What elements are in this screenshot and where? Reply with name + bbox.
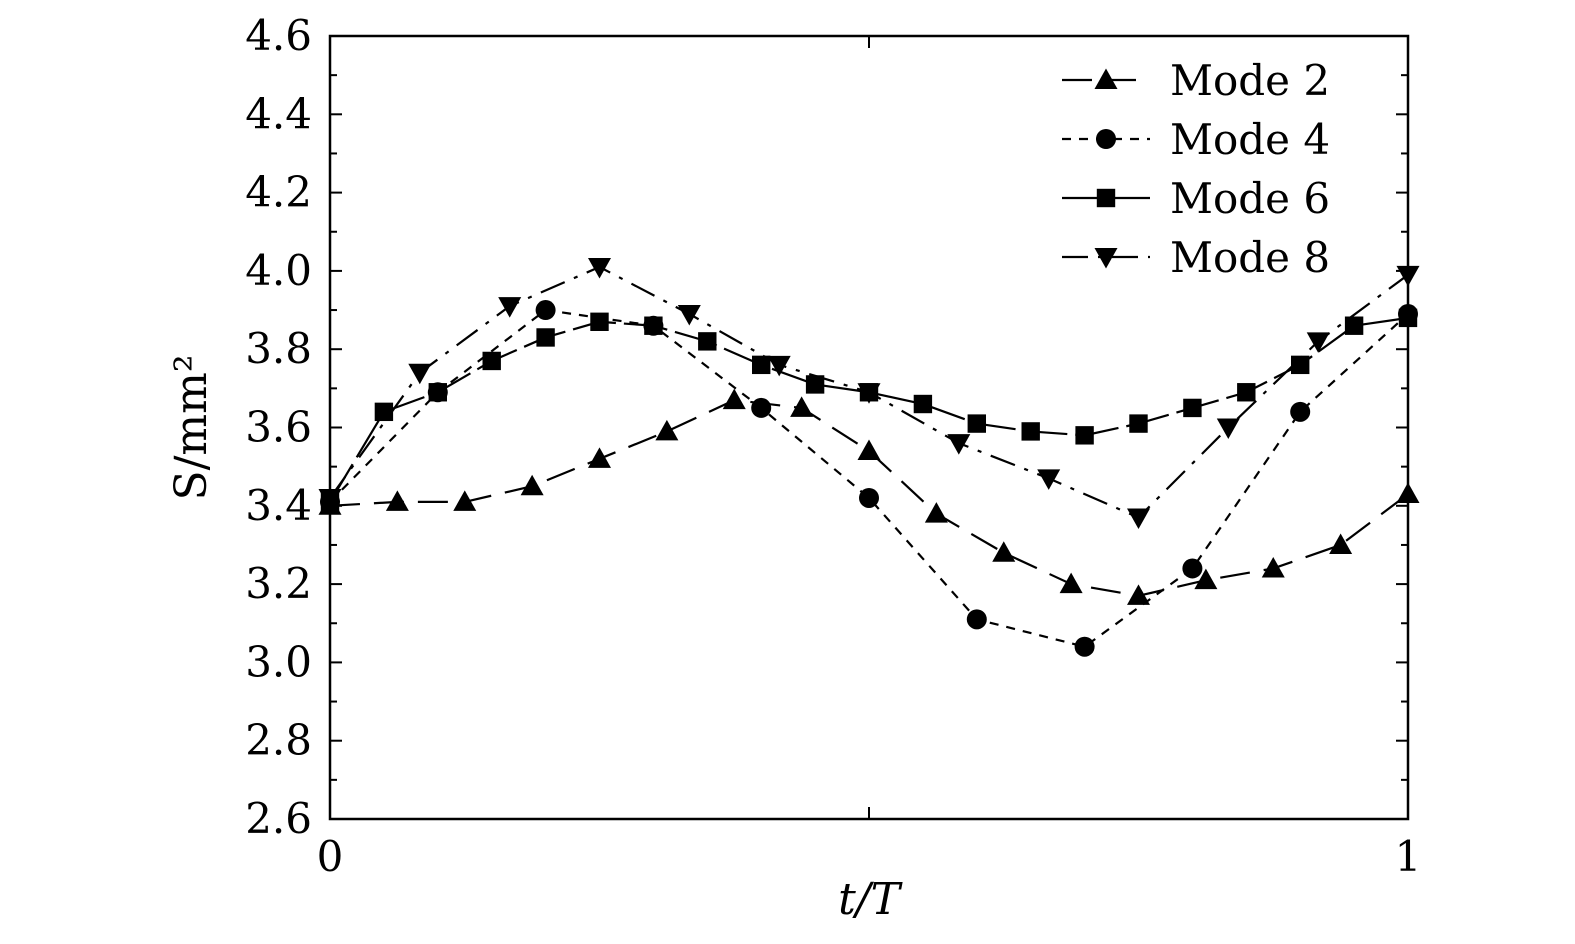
data-point bbox=[1037, 469, 1061, 490]
data-point bbox=[318, 488, 342, 510]
data-point bbox=[1290, 401, 1311, 422]
data-point bbox=[1329, 533, 1353, 554]
series-line bbox=[329, 316, 1409, 503]
data-point bbox=[535, 300, 556, 321]
legend-label: Mode 4 bbox=[1170, 115, 1330, 164]
legend-marker bbox=[1096, 188, 1116, 208]
data-point bbox=[947, 434, 971, 455]
y-tick-label: 4.6 bbox=[245, 11, 312, 60]
data-point bbox=[1396, 482, 1420, 504]
data-point bbox=[1075, 426, 1094, 445]
series-mode-8 bbox=[318, 257, 1420, 530]
data-point bbox=[453, 490, 477, 511]
legend-item: Mode 2 bbox=[1062, 56, 1330, 105]
data-point bbox=[655, 419, 679, 441]
series-line bbox=[329, 308, 1409, 648]
data-point bbox=[520, 474, 544, 496]
data-point bbox=[751, 397, 772, 418]
data-point bbox=[1194, 568, 1218, 590]
data-point bbox=[752, 355, 771, 375]
data-point bbox=[1059, 572, 1083, 594]
series-mode-2 bbox=[318, 388, 1420, 605]
legend-label: Mode 8 bbox=[1170, 233, 1330, 282]
data-point bbox=[913, 394, 933, 414]
y-tick-label: 3.0 bbox=[245, 637, 312, 686]
x-axis-label: t/T bbox=[838, 874, 904, 925]
legend-item: Mode 6 bbox=[1062, 174, 1330, 223]
data-point bbox=[967, 414, 986, 433]
data-point bbox=[1182, 558, 1203, 579]
legend-label: Mode 2 bbox=[1170, 56, 1330, 105]
data-point bbox=[644, 316, 663, 335]
data-point bbox=[1127, 584, 1150, 605]
x-tick-label: 1 bbox=[1395, 832, 1422, 881]
y-tick-label: 3.6 bbox=[245, 403, 312, 452]
data-point bbox=[588, 257, 611, 279]
y-tick-label: 3.4 bbox=[245, 481, 312, 530]
data-point bbox=[698, 332, 717, 351]
y-tick-label: 3.2 bbox=[245, 559, 312, 608]
data-point bbox=[428, 383, 447, 402]
data-point bbox=[588, 447, 611, 468]
y-axis-label: S/mm² bbox=[166, 354, 217, 500]
data-point bbox=[1344, 316, 1364, 335]
data-point bbox=[1216, 418, 1240, 439]
data-point bbox=[482, 351, 501, 371]
data-point bbox=[1237, 383, 1256, 402]
data-point bbox=[1291, 355, 1310, 375]
legend: Mode 2 Mode 4 Mode 6 Mode 8 bbox=[1062, 56, 1330, 282]
y-tick-label: 4.2 bbox=[245, 168, 312, 217]
data-point bbox=[498, 297, 522, 318]
y-tick-label: 2.6 bbox=[245, 794, 312, 843]
legend-label: Mode 6 bbox=[1170, 174, 1330, 223]
data-point bbox=[1183, 398, 1202, 418]
data-point bbox=[677, 304, 701, 326]
data-point bbox=[1306, 332, 1330, 353]
data-point bbox=[1127, 508, 1150, 530]
data-point bbox=[859, 487, 879, 508]
data-point bbox=[1398, 308, 1418, 328]
y-tick-label: 2.8 bbox=[245, 716, 312, 765]
data-point bbox=[992, 541, 1016, 562]
data-point bbox=[805, 375, 825, 394]
data-point bbox=[767, 355, 791, 377]
axes: 2.6 2.8 3.0 3.2 3.4 3.6 3.8 4.0 4.2 4.4 4.6 0 1 bbox=[245, 11, 1421, 881]
data-point bbox=[966, 609, 987, 630]
data-point bbox=[722, 388, 746, 410]
data-point bbox=[1396, 265, 1420, 287]
series-layer bbox=[318, 257, 1420, 657]
legend-marker bbox=[1094, 248, 1118, 269]
data-point bbox=[408, 363, 432, 385]
data-point bbox=[1074, 636, 1095, 657]
legend-item: Mode 4 bbox=[1062, 115, 1330, 164]
data-point bbox=[590, 312, 609, 331]
data-point bbox=[790, 396, 814, 417]
data-point bbox=[536, 328, 555, 347]
legend-marker bbox=[1096, 129, 1116, 149]
y-tick-label: 4.4 bbox=[245, 89, 312, 138]
legend-marker bbox=[1094, 68, 1118, 89]
data-point bbox=[374, 402, 394, 422]
data-point bbox=[857, 439, 881, 460]
data-point bbox=[1261, 556, 1285, 578]
x-tick-label: 0 bbox=[317, 832, 344, 881]
series-line bbox=[329, 398, 1409, 597]
data-point bbox=[1021, 422, 1040, 441]
y-tick-label: 4.0 bbox=[245, 246, 312, 295]
data-point bbox=[1129, 414, 1148, 433]
legend-item: Mode 8 bbox=[1062, 233, 1330, 282]
y-tick-label: 3.8 bbox=[245, 324, 312, 373]
axis-labels: t/T S/mm² bbox=[166, 354, 904, 925]
data-point bbox=[385, 490, 409, 511]
data-point bbox=[857, 383, 881, 404]
series-mode-6 bbox=[320, 308, 1418, 512]
data-point bbox=[924, 502, 948, 523]
